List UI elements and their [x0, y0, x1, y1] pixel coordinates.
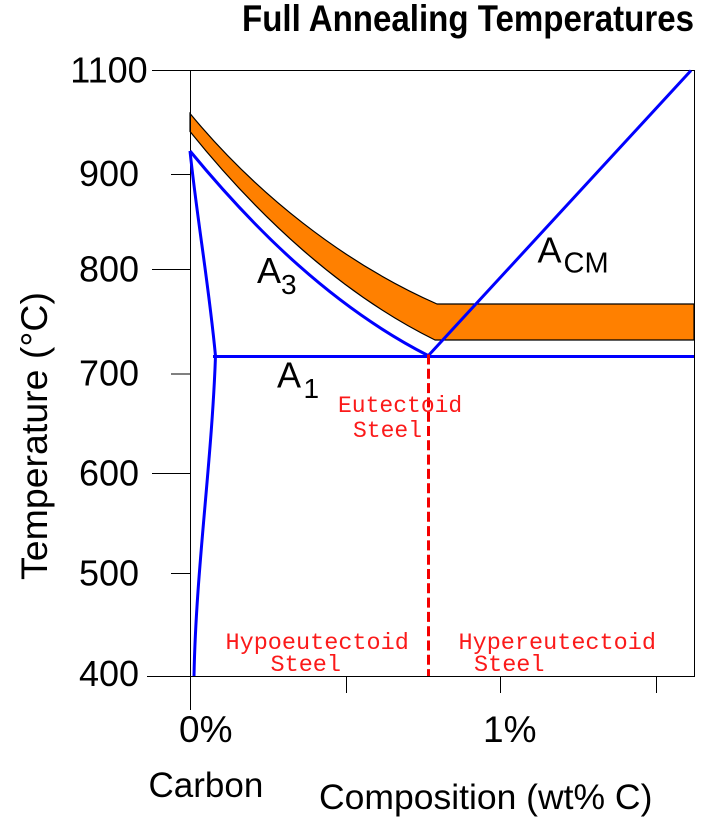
svg-text:Full Annealing Temperatures: Full Annealing Temperatures [242, 0, 694, 39]
svg-text:Carbon: Carbon [149, 766, 264, 805]
svg-text:Composition (wt% C): Composition (wt% C) [319, 777, 652, 817]
svg-text:Steel: Steel [353, 418, 422, 444]
svg-text:700: 700 [79, 353, 139, 394]
svg-text:500: 500 [79, 553, 139, 594]
svg-text:1%: 1% [483, 709, 536, 750]
svg-text:900: 900 [79, 153, 139, 194]
svg-text:600: 600 [79, 453, 139, 494]
svg-text:Steel: Steel [474, 652, 545, 679]
svg-text:Hypoeutectoid: Hypoeutectoid [226, 630, 409, 657]
svg-text:800: 800 [79, 249, 139, 290]
svg-text:Steel: Steel [271, 652, 342, 679]
svg-text:0%: 0% [179, 709, 232, 750]
svg-text:1100: 1100 [70, 50, 147, 91]
svg-text:Temperature (°C): Temperature (°C) [13, 292, 55, 580]
svg-text:Hypereutectoid: Hypereutectoid [459, 630, 656, 657]
svg-text:Eutectoid: Eutectoid [338, 393, 462, 419]
svg-text:400: 400 [79, 653, 139, 694]
